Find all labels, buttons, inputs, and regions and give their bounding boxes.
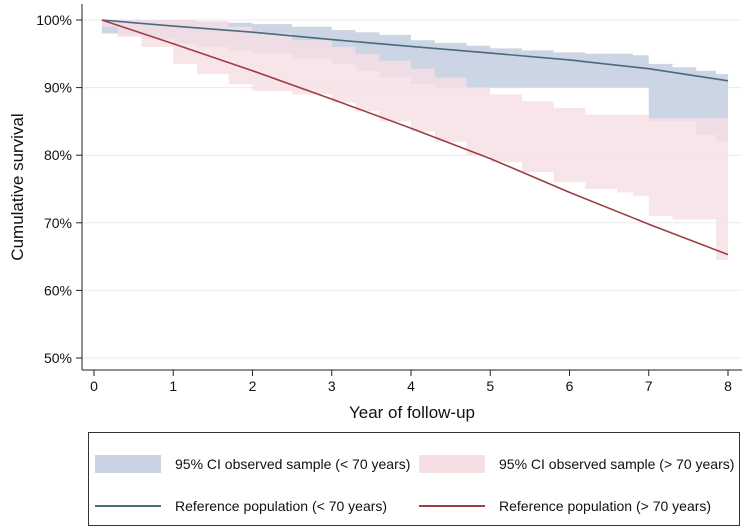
x-axis-title: Year of follow-up bbox=[349, 403, 475, 422]
x-tick-label: 0 bbox=[90, 378, 98, 394]
reference-line-over70 bbox=[101, 19, 729, 256]
legend-label-ref-over70: Reference population (> 70 years) bbox=[499, 498, 712, 514]
legend-label-ci-under70: 95% CI observed sample (< 70 years) bbox=[175, 456, 411, 472]
legend-swatch-ci-under70 bbox=[95, 455, 161, 473]
ci-bands bbox=[101, 20, 728, 260]
x-tick-label: 2 bbox=[249, 378, 257, 394]
legend-item-ci-under70: 95% CI observed sample (< 70 years) bbox=[95, 455, 410, 473]
legend-swatch-ref-under70 bbox=[95, 505, 161, 507]
reference-lines bbox=[101, 19, 729, 256]
gridlines bbox=[82, 19, 742, 359]
legend: 95% CI observed sample (< 70 years) 95% … bbox=[88, 432, 740, 526]
x-tick-label: 3 bbox=[328, 378, 336, 394]
y-tick-label: 100% bbox=[36, 12, 72, 28]
legend-label-ci-over70: 95% CI observed sample (> 70 years) bbox=[499, 456, 735, 472]
x-tick-label: 8 bbox=[724, 378, 732, 394]
y-tick-label: 80% bbox=[44, 147, 72, 163]
y-tick-label: 90% bbox=[44, 80, 72, 96]
y-tick-label: 50% bbox=[44, 350, 72, 366]
legend-label-ref-under70: Reference population (< 70 years) bbox=[175, 498, 388, 514]
y-tick-label: 70% bbox=[44, 215, 72, 231]
x-tick-label: 1 bbox=[169, 378, 177, 394]
legend-item-ci-over70: 95% CI observed sample (> 70 years) bbox=[419, 455, 734, 473]
legend-item-ref-under70: Reference population (< 70 years) bbox=[95, 498, 387, 514]
legend-swatch-ci-over70 bbox=[419, 455, 485, 473]
axes: 50% 60% 70% 80% 90% 100% 0 1 2 3 4 5 6 7 8 bbox=[36, 4, 742, 394]
survival-chart: 50% 60% 70% 80% 90% 100% 0 1 2 3 4 5 6 7 8 Cumulative … bbox=[8, 4, 742, 422]
reference-line-under70 bbox=[101, 19, 729, 82]
legend-item-ref-over70: Reference population (> 70 years) bbox=[419, 498, 711, 514]
x-tick-label: 7 bbox=[645, 378, 653, 394]
y-axis-title: Cumulative survival bbox=[8, 113, 27, 260]
x-tick-label: 6 bbox=[566, 378, 574, 394]
y-tick-label: 60% bbox=[44, 282, 72, 298]
x-tick-label: 4 bbox=[407, 378, 415, 394]
legend-swatch-ref-over70 bbox=[419, 505, 485, 507]
x-tick-label: 5 bbox=[486, 378, 494, 394]
ci-band-over70 bbox=[101, 20, 728, 260]
